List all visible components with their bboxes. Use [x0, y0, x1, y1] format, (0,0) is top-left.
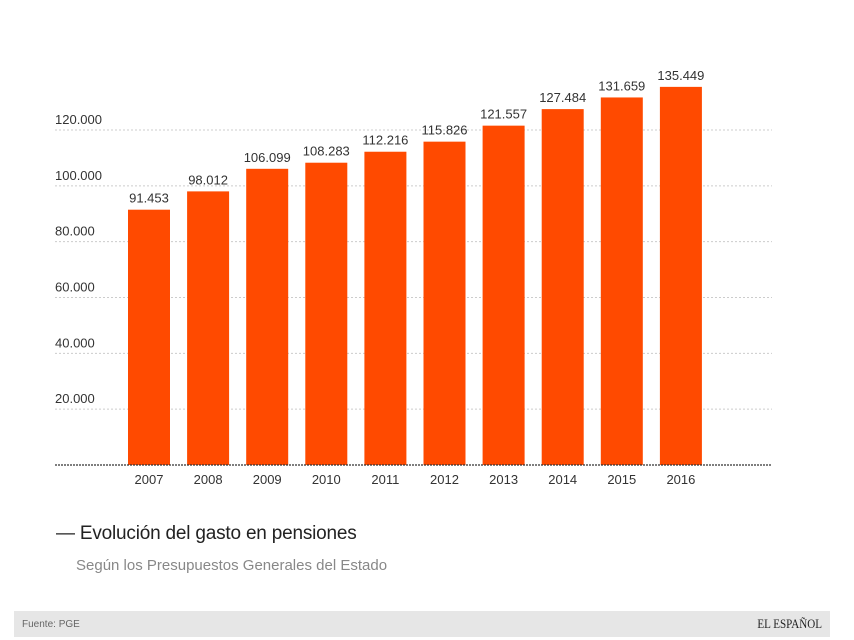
x-tick-label: 2008	[194, 472, 223, 487]
data-label: 115.826	[421, 123, 467, 138]
data-label: 98.012	[188, 172, 228, 187]
y-tick-label: 60.000	[55, 280, 95, 295]
bar-2009	[246, 168, 289, 466]
x-tick-label: 2011	[371, 472, 399, 487]
data-label: 106.099	[244, 150, 291, 165]
x-tick-label: 2013	[489, 472, 518, 487]
bar-2014	[541, 109, 584, 465]
x-tick-label: 2012	[430, 472, 459, 487]
bar-2007	[128, 209, 170, 465]
data-label: 127.484	[539, 90, 586, 105]
x-tick-label: 2007	[135, 472, 164, 487]
data-label: 112.216	[362, 133, 408, 148]
chart-title-text: Evolución del gasto en pensiones	[79, 523, 357, 544]
x-tick-label: 2010	[312, 472, 341, 487]
footer-bar: Fuente: PGE EL ESPAÑOL	[14, 611, 830, 637]
bar-2008	[187, 191, 230, 465]
y-tick-label: 120.000	[55, 112, 102, 127]
bar-2015	[600, 97, 643, 465]
publisher-logo: EL ESPAÑOL	[757, 616, 822, 631]
y-tick-label: 20.000	[55, 391, 95, 406]
x-tick-label: 2014	[548, 472, 577, 487]
bar-chart: 20.000 40.000 60.000 80.000 100.000 120.000 91…	[55, 68, 772, 487]
bar-2010	[305, 162, 348, 465]
chart-title: — Evolución del gasto en pensiones	[56, 523, 357, 544]
x-tick-label: 2015	[607, 472, 636, 487]
data-label: 121.557	[480, 107, 527, 122]
source-note: Fuente: PGE	[22, 619, 80, 630]
y-tick-label: 80.000	[55, 224, 95, 239]
data-label: 131.659	[598, 78, 645, 93]
data-label: 91.453	[129, 191, 169, 206]
data-label: 108.283	[303, 144, 350, 159]
bar-2011	[364, 151, 407, 465]
data-label: 135.449	[657, 68, 704, 83]
y-tick-label: 40.000	[55, 335, 95, 350]
bar-2013	[482, 125, 525, 465]
bar-2012	[423, 141, 466, 466]
chart-subtitle: Según los Presupuestos Generales del Est…	[76, 557, 388, 574]
x-tick-label: 2016	[666, 472, 695, 487]
y-tick-label: 100.000	[55, 168, 102, 183]
x-tick-label: 2009	[253, 472, 282, 487]
bar-2016	[659, 86, 702, 465]
